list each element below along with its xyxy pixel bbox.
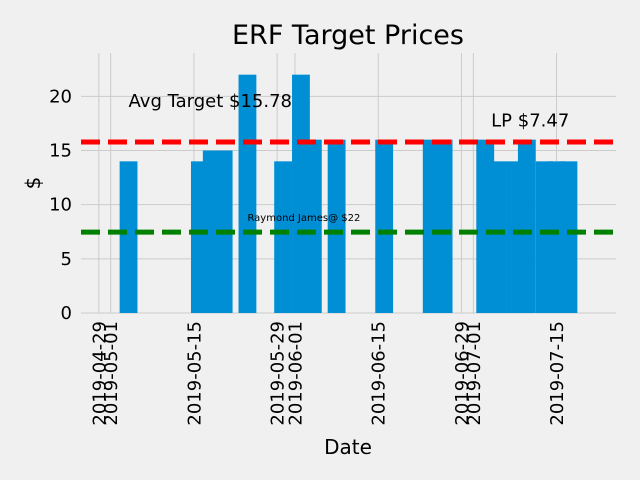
y-tick-label: 5 — [61, 249, 72, 270]
x-tick-label: 2019-05-01 — [101, 321, 122, 426]
x-tick-label: 2019-07-01 — [464, 321, 485, 426]
y-tick-label: 10 — [49, 195, 72, 216]
bar — [119, 161, 138, 313]
bar — [327, 139, 346, 313]
annotations: Avg Target $15.78 LP $7.47 Raymond James@ … — [129, 91, 570, 224]
bars — [119, 74, 578, 314]
bar — [488, 161, 507, 313]
x-tick-label: 2019-05-15 — [184, 321, 205, 426]
x-tick-label: 2019-06-29 — [452, 321, 473, 426]
x-axis-label: Date — [324, 435, 372, 459]
bar — [274, 161, 293, 313]
bar — [559, 161, 578, 313]
y-tick-label: 15 — [49, 141, 72, 162]
chart-title: ERF Target Prices — [232, 20, 464, 51]
x-tick-label: 2019-06-01 — [286, 321, 307, 426]
annotation-label: LP $7.47 — [491, 111, 569, 132]
y-axis-label: $ — [21, 177, 45, 190]
x-tick-label: 2019-05-29 — [268, 321, 289, 426]
x-tick-label: 2019-04-29 — [89, 321, 110, 426]
bar — [434, 139, 453, 313]
x-tick-label: 2019-06-15 — [369, 321, 390, 426]
reference-lines — [81, 139, 616, 235]
y-tick-label: 0 — [61, 303, 72, 324]
bar — [238, 74, 257, 314]
bar — [375, 139, 394, 313]
annotation-label: Avg Target $15.78 — [129, 91, 292, 112]
bar — [303, 139, 322, 313]
annotation-label: Raymond James@ $22 — [247, 213, 360, 224]
bar — [517, 139, 536, 313]
x-tick-label: 2019-07-15 — [547, 321, 568, 426]
y-tick-label: 20 — [49, 86, 72, 107]
